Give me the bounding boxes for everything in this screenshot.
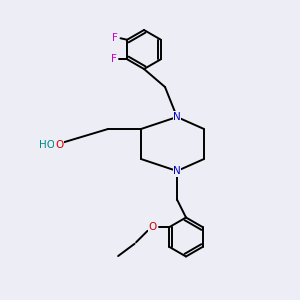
Text: O: O xyxy=(148,222,157,232)
Text: F: F xyxy=(111,54,117,64)
Text: HO: HO xyxy=(38,140,55,151)
Text: N: N xyxy=(173,166,181,176)
Text: F: F xyxy=(112,33,118,43)
Text: N: N xyxy=(173,112,181,122)
Text: O: O xyxy=(55,140,63,151)
